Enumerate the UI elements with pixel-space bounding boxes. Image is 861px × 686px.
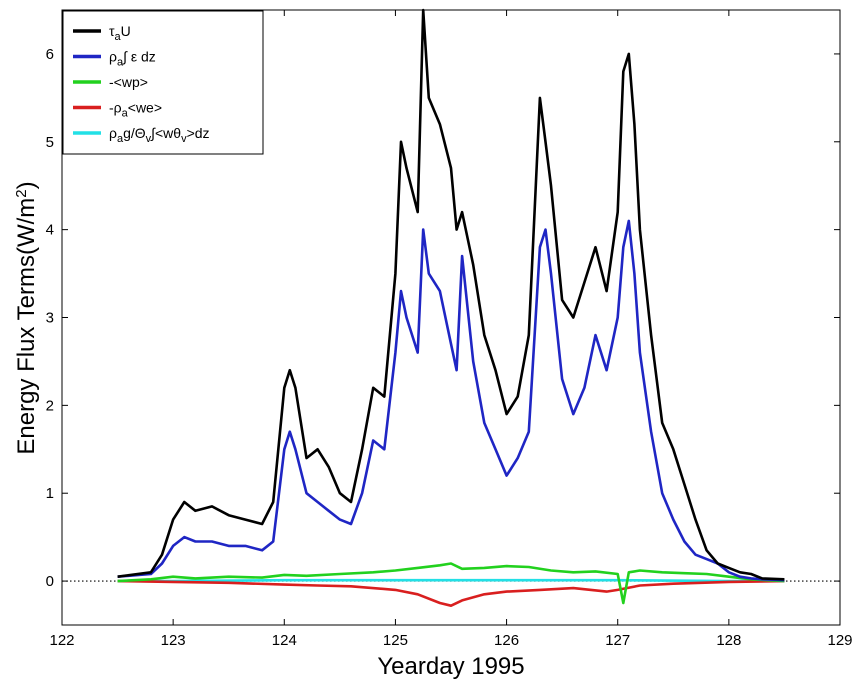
y-tick-label: 5 (46, 134, 54, 151)
y-tick-label: 2 (46, 397, 54, 414)
legend-label: -<wp> (109, 74, 148, 90)
series-line-4 (117, 578, 785, 583)
x-tick-label: 125 (383, 632, 408, 649)
y-tick-label: 3 (46, 310, 54, 327)
y-axis-title-close: ) (13, 181, 40, 189)
x-tick-label: 126 (494, 632, 519, 649)
x-tick-label: 127 (605, 632, 630, 649)
series-line-0 (117, 8, 785, 581)
series-layer (117, 8, 785, 608)
series-line-3 (117, 579, 785, 608)
y-axis-title-main: Energy Flux Terms(W/m (13, 198, 40, 455)
legend-label: τaU (109, 23, 131, 43)
series-line-1 (117, 219, 785, 582)
y-axis-title: Energy Flux Terms(W/m2) (13, 181, 41, 454)
legend: τaU ρa∫ ε dz -<wp> -ρa<we> ρag/Θv∫<wθv>dz (62, 10, 264, 155)
y-tick-label: 0 (46, 573, 54, 590)
x-tick-label: 122 (49, 632, 74, 649)
y-tick-label: 6 (46, 46, 54, 63)
series-line-2 (117, 562, 785, 605)
legend-label: ρag/Θv∫<wθv>dz (109, 125, 210, 145)
legend-label: -ρa<we> (109, 100, 162, 120)
x-axis-title: Yearday 1995 (377, 653, 524, 680)
y-tick-label: 4 (46, 222, 54, 239)
x-tick-label: 128 (716, 632, 741, 649)
y-tick-label: 1 (46, 485, 54, 502)
legend-label: ρa∫ ε dz (109, 49, 156, 69)
x-tick-label: 123 (161, 632, 186, 649)
x-tick-label: 129 (827, 632, 852, 649)
x-tick-label: 124 (272, 632, 297, 649)
y-axis-title-sup: 2 (13, 189, 30, 197)
